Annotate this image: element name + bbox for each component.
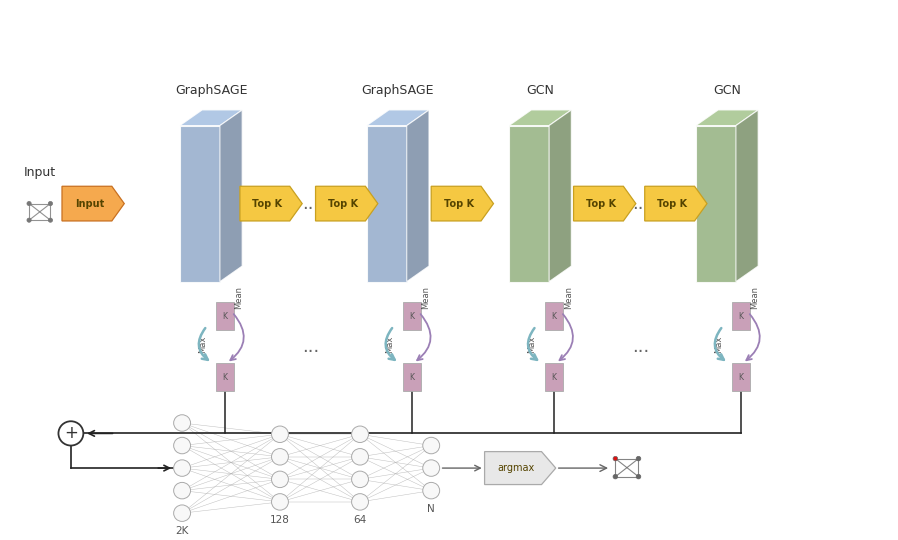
Polygon shape (315, 186, 378, 221)
Circle shape (423, 482, 440, 499)
Circle shape (27, 201, 31, 206)
FancyBboxPatch shape (402, 363, 420, 391)
FancyArrowPatch shape (231, 314, 243, 360)
Text: Mean: Mean (234, 286, 243, 309)
Text: Max: Max (714, 335, 723, 353)
Circle shape (636, 456, 641, 461)
Text: GCN: GCN (713, 84, 741, 97)
Text: K: K (551, 373, 557, 382)
Text: ...: ... (631, 194, 649, 213)
Circle shape (271, 426, 288, 442)
Circle shape (48, 201, 53, 206)
Text: K: K (409, 373, 414, 382)
Text: Mean: Mean (564, 286, 573, 309)
Text: Mean: Mean (421, 286, 430, 309)
Circle shape (613, 475, 618, 479)
Text: 64: 64 (354, 515, 366, 525)
Text: Top K: Top K (328, 199, 358, 208)
Text: ...: ... (303, 338, 320, 356)
Circle shape (423, 437, 440, 454)
Circle shape (48, 218, 53, 222)
Text: 2K: 2K (175, 526, 189, 536)
Polygon shape (407, 110, 429, 282)
FancyArrowPatch shape (198, 328, 207, 360)
FancyBboxPatch shape (545, 363, 563, 391)
Text: ...: ... (631, 338, 649, 356)
FancyArrowPatch shape (528, 328, 537, 360)
Text: GraphSAGE: GraphSAGE (362, 84, 434, 97)
Text: Top K: Top K (657, 199, 687, 208)
Circle shape (271, 471, 288, 488)
Polygon shape (366, 126, 407, 282)
Polygon shape (509, 126, 549, 282)
Circle shape (173, 437, 190, 454)
FancyArrowPatch shape (746, 314, 760, 360)
FancyBboxPatch shape (216, 302, 233, 330)
Text: ...: ... (303, 194, 320, 213)
Circle shape (613, 456, 618, 461)
Polygon shape (549, 110, 571, 282)
Polygon shape (696, 126, 736, 282)
Polygon shape (220, 110, 242, 282)
FancyArrowPatch shape (385, 328, 395, 360)
FancyArrowPatch shape (559, 314, 573, 360)
FancyBboxPatch shape (732, 363, 750, 391)
Text: Top K: Top K (585, 199, 616, 208)
Text: GCN: GCN (526, 84, 554, 97)
Circle shape (271, 449, 288, 465)
Circle shape (352, 494, 368, 510)
Text: K: K (738, 373, 744, 382)
Polygon shape (240, 186, 303, 221)
Polygon shape (736, 110, 758, 282)
Text: K: K (223, 312, 227, 321)
Text: Input: Input (75, 199, 104, 208)
Circle shape (636, 475, 641, 479)
Circle shape (173, 505, 190, 522)
Polygon shape (180, 126, 220, 282)
Circle shape (352, 426, 368, 442)
Circle shape (173, 415, 190, 431)
Circle shape (352, 449, 368, 465)
Polygon shape (485, 451, 556, 484)
FancyArrowPatch shape (418, 314, 431, 360)
FancyBboxPatch shape (216, 363, 233, 391)
Circle shape (423, 460, 440, 476)
Text: K: K (551, 312, 557, 321)
Text: K: K (409, 312, 414, 321)
Text: GraphSAGE: GraphSAGE (175, 84, 247, 97)
Text: Max: Max (198, 335, 207, 353)
Text: Top K: Top K (252, 199, 282, 208)
Circle shape (58, 421, 84, 445)
Polygon shape (62, 186, 124, 221)
Text: Input: Input (23, 166, 56, 179)
FancyBboxPatch shape (545, 302, 563, 330)
Text: K: K (738, 312, 744, 321)
Text: 128: 128 (270, 515, 290, 525)
Text: Max: Max (527, 335, 536, 353)
Circle shape (271, 494, 288, 510)
Polygon shape (574, 186, 636, 221)
Polygon shape (509, 110, 571, 126)
Text: K: K (223, 373, 227, 382)
Polygon shape (431, 186, 494, 221)
Text: N: N (427, 504, 436, 514)
Circle shape (173, 482, 190, 499)
Text: argmax: argmax (497, 463, 534, 473)
FancyBboxPatch shape (402, 302, 420, 330)
Circle shape (352, 471, 368, 488)
FancyArrowPatch shape (715, 328, 724, 360)
FancyBboxPatch shape (732, 302, 750, 330)
Text: Top K: Top K (444, 199, 473, 208)
Text: +: + (64, 424, 78, 442)
Polygon shape (696, 110, 758, 126)
Polygon shape (366, 110, 429, 126)
Text: Mean: Mean (751, 286, 760, 309)
Circle shape (173, 460, 190, 476)
Polygon shape (645, 186, 707, 221)
Text: Max: Max (385, 335, 394, 353)
Polygon shape (180, 110, 242, 126)
Circle shape (27, 218, 31, 222)
